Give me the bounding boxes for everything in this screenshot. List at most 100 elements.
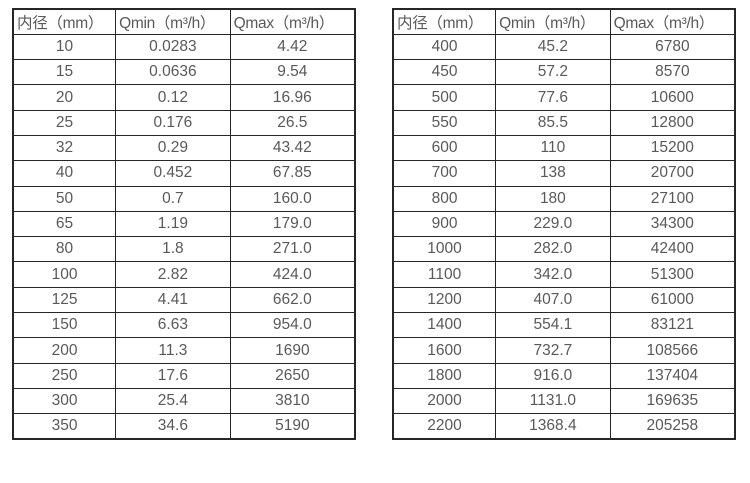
- table-cell: 1600: [392, 337, 497, 364]
- table-cell: 1.19: [115, 210, 231, 238]
- table-cell: 1368.4: [495, 413, 611, 440]
- table-cell: 0.176: [115, 109, 231, 136]
- table-cell: 25: [12, 109, 117, 136]
- column-header-qmax: Qmax（m³/h）: [229, 8, 356, 35]
- table-cell: 110: [495, 134, 611, 162]
- table-cell: 83121: [609, 312, 736, 339]
- table-cell: 2000: [392, 387, 497, 415]
- table-cell: 662.0: [229, 286, 356, 314]
- table-cell: 16.96: [229, 84, 356, 111]
- table-cell: 20: [12, 84, 117, 111]
- column-header-diameter: 内径（mm）: [392, 8, 497, 35]
- table-cell: 2650: [229, 362, 356, 389]
- table-row: 350 34.6 5190: [12, 413, 356, 440]
- column-header-qmin: Qmin（m³/h）: [495, 8, 611, 35]
- column-header-qmax: Qmax（m³/h）: [609, 8, 736, 35]
- table-cell: 424.0: [229, 261, 356, 288]
- table-cell: 180: [495, 185, 611, 212]
- table-row: 100 2.82 424.0: [12, 261, 356, 288]
- table-cell: 0.29: [115, 134, 231, 162]
- table-row: 1000 282.0 42400: [392, 236, 736, 263]
- table-cell: 282.0: [495, 236, 611, 263]
- table-row: 2000 1131.0 169635: [392, 387, 736, 415]
- table-cell: 77.6: [495, 84, 611, 111]
- table-cell: 61000: [609, 286, 736, 314]
- table-cell: 1.8: [115, 236, 231, 263]
- column-header-qmin: Qmin（m³/h）: [115, 8, 231, 35]
- spec-table-left: 内径（mm） Qmin（m³/h） Qmax（m³/h） 10 0.0283 4.4…: [12, 8, 356, 441]
- table-cell: 954.0: [229, 312, 356, 339]
- table-cell: 51300: [609, 261, 736, 288]
- table-cell: 205258: [609, 413, 736, 440]
- table-cell: 550: [392, 109, 497, 136]
- table-cell: 150: [12, 312, 117, 339]
- table-row: 700 138 20700: [392, 160, 736, 187]
- table-cell: 108566: [609, 337, 736, 364]
- table-cell: 67.85: [229, 160, 356, 187]
- table-row: 300 25.4 3810: [12, 387, 356, 415]
- header-row: 内径（mm） Qmin（m³/h） Qmax（m³/h）: [12, 8, 356, 35]
- table-cell: 271.0: [229, 236, 356, 263]
- table-cell: 2200: [392, 413, 497, 440]
- table-cell: 27100: [609, 185, 736, 212]
- table-cell: 43.42: [229, 134, 356, 162]
- table-cell: 4.42: [229, 33, 356, 61]
- table-row: 500 77.6 10600: [392, 84, 736, 111]
- table-row: 200 11.3 1690: [12, 337, 356, 364]
- table-row: 1400 554.1 83121: [392, 312, 736, 339]
- table-cell: 20700: [609, 160, 736, 187]
- table-cell: 8570: [609, 59, 736, 86]
- table-cell: 0.0636: [115, 59, 231, 86]
- table-cell: 1000: [392, 236, 497, 263]
- table-cell: 125: [12, 286, 117, 314]
- table-cell: 169635: [609, 387, 736, 415]
- table-cell: 65: [12, 210, 117, 238]
- table-cell: 4.41: [115, 286, 231, 314]
- table-cell: 450: [392, 59, 497, 86]
- table-cell: 11.3: [115, 337, 231, 364]
- table-cell: 0.0283: [115, 33, 231, 61]
- table-row: 2200 1368.4 205258: [392, 413, 736, 440]
- table-cell: 300: [12, 387, 117, 415]
- table-cell: 57.2: [495, 59, 611, 86]
- table-cell: 1800: [392, 362, 497, 389]
- table-row: 1100 342.0 51300: [392, 261, 736, 288]
- table-cell: 5190: [229, 413, 356, 440]
- table-cell: 407.0: [495, 286, 611, 314]
- table-cell: 80: [12, 236, 117, 263]
- table-cell: 0.452: [115, 160, 231, 187]
- table-row: 125 4.41 662.0: [12, 286, 356, 314]
- table-cell: 3810: [229, 387, 356, 415]
- table-cell: 34.6: [115, 413, 231, 440]
- table-cell: 9.54: [229, 59, 356, 86]
- table-cell: 32: [12, 134, 117, 162]
- table-row: 15 0.0636 9.54: [12, 59, 356, 86]
- table-cell: 900: [392, 210, 497, 238]
- table-cell: 800: [392, 185, 497, 212]
- table-row: 80 1.8 271.0: [12, 236, 356, 263]
- table-body-right: 400 45.2 6780 450 57.2 8570 500 77.6 10600 550 85.…: [392, 33, 736, 440]
- table-cell: 17.6: [115, 362, 231, 389]
- table-body-left: 10 0.0283 4.42 15 0.0636 9.54 20 0.12 16.96 25 0.1…: [12, 33, 356, 440]
- table-cell: 160.0: [229, 185, 356, 212]
- table-cell: 12800: [609, 109, 736, 136]
- table-cell: 229.0: [495, 210, 611, 238]
- table-cell: 1400: [392, 312, 497, 339]
- table-cell: 1690: [229, 337, 356, 364]
- table-cell: 1200: [392, 286, 497, 314]
- table-row: 40 0.452 67.85: [12, 160, 356, 187]
- table-row: 65 1.19 179.0: [12, 210, 356, 238]
- table-cell: 342.0: [495, 261, 611, 288]
- column-header-diameter: 内径（mm）: [12, 8, 117, 35]
- table-cell: 600: [392, 134, 497, 162]
- tables-container: 内径（mm） Qmin（m³/h） Qmax（m³/h） 10 0.0283 4.4…: [12, 8, 736, 441]
- table-cell: 6.63: [115, 312, 231, 339]
- table-cell: 732.7: [495, 337, 611, 364]
- table-cell: 0.12: [115, 84, 231, 111]
- table-row: 250 17.6 2650: [12, 362, 356, 389]
- table-cell: 400: [392, 33, 497, 61]
- table-cell: 26.5: [229, 109, 356, 136]
- table-row: 150 6.63 954.0: [12, 312, 356, 339]
- table-cell: 2.82: [115, 261, 231, 288]
- table-row: 550 85.5 12800: [392, 109, 736, 136]
